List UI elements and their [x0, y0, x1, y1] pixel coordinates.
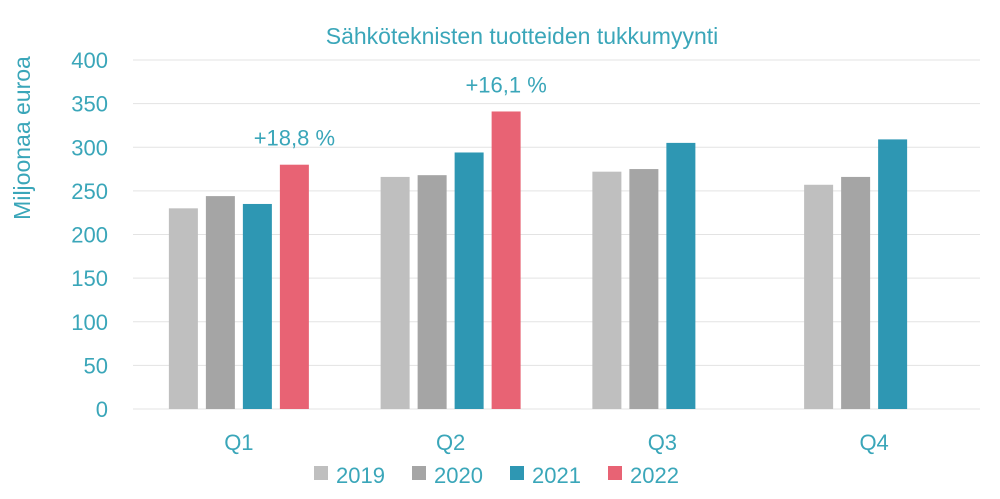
legend-label-2021: 2021 — [532, 463, 581, 488]
bar-2019-Q2 — [380, 176, 410, 409]
x-tick-label: Q3 — [648, 430, 677, 455]
y-tick-label: 300 — [71, 135, 108, 160]
bar-2019-Q4 — [804, 184, 834, 409]
legend-swatch-2021 — [510, 466, 524, 480]
y-tick-label: 150 — [71, 266, 108, 291]
bar-2022-Q2 — [491, 111, 521, 409]
x-tick-label: Q2 — [436, 430, 465, 455]
y-tick-label: 200 — [71, 223, 108, 248]
chart-title: Sähköteknisten tuotteiden tukkumyynti — [326, 23, 719, 49]
legend-label-2020: 2020 — [434, 463, 483, 488]
data-annotation: +18,8 % — [254, 126, 335, 151]
bar-2019-Q1 — [168, 208, 198, 409]
bar-2021-Q3 — [666, 142, 696, 409]
legend-label-2022: 2022 — [630, 463, 679, 488]
bar-2021-Q1 — [242, 203, 272, 409]
y-tick-label: 100 — [71, 310, 108, 335]
bar-2020-Q4 — [841, 176, 871, 409]
bars — [168, 111, 908, 410]
bar-2021-Q2 — [454, 152, 484, 410]
bar-2022-Q1 — [279, 164, 309, 409]
bar-2019-Q3 — [592, 171, 622, 409]
bar-2021-Q4 — [878, 139, 908, 409]
bar-2020-Q1 — [205, 196, 235, 409]
legend-swatch-2020 — [412, 466, 426, 480]
y-axis-label: Miljoonaa euroa — [9, 56, 35, 220]
bar-2020-Q2 — [417, 175, 447, 409]
legend-swatch-2022 — [608, 466, 622, 480]
bar-2020-Q3 — [629, 169, 659, 409]
y-tick-label: 0 — [96, 397, 108, 422]
y-axis-ticks: 0 50 100 150 200 250 300 350 400 — [71, 48, 108, 422]
y-tick-label: 250 — [71, 179, 108, 204]
y-tick-label: 350 — [71, 92, 108, 117]
annotations: +18,8 % +16,1 % — [254, 72, 547, 150]
y-tick-label: 50 — [84, 353, 108, 378]
legend-label-2019: 2019 — [336, 463, 385, 488]
x-axis-ticks: Q1 Q2 Q3 Q4 — [224, 430, 889, 455]
x-tick-label: Q4 — [859, 430, 888, 455]
gridlines — [133, 59, 980, 410]
data-annotation: +16,1 % — [465, 72, 546, 97]
x-tick-label: Q1 — [224, 430, 253, 455]
legend-swatch-2019 — [314, 466, 328, 480]
y-tick-label: 400 — [71, 48, 108, 73]
legend: 2019 2020 2021 2022 — [314, 463, 679, 488]
